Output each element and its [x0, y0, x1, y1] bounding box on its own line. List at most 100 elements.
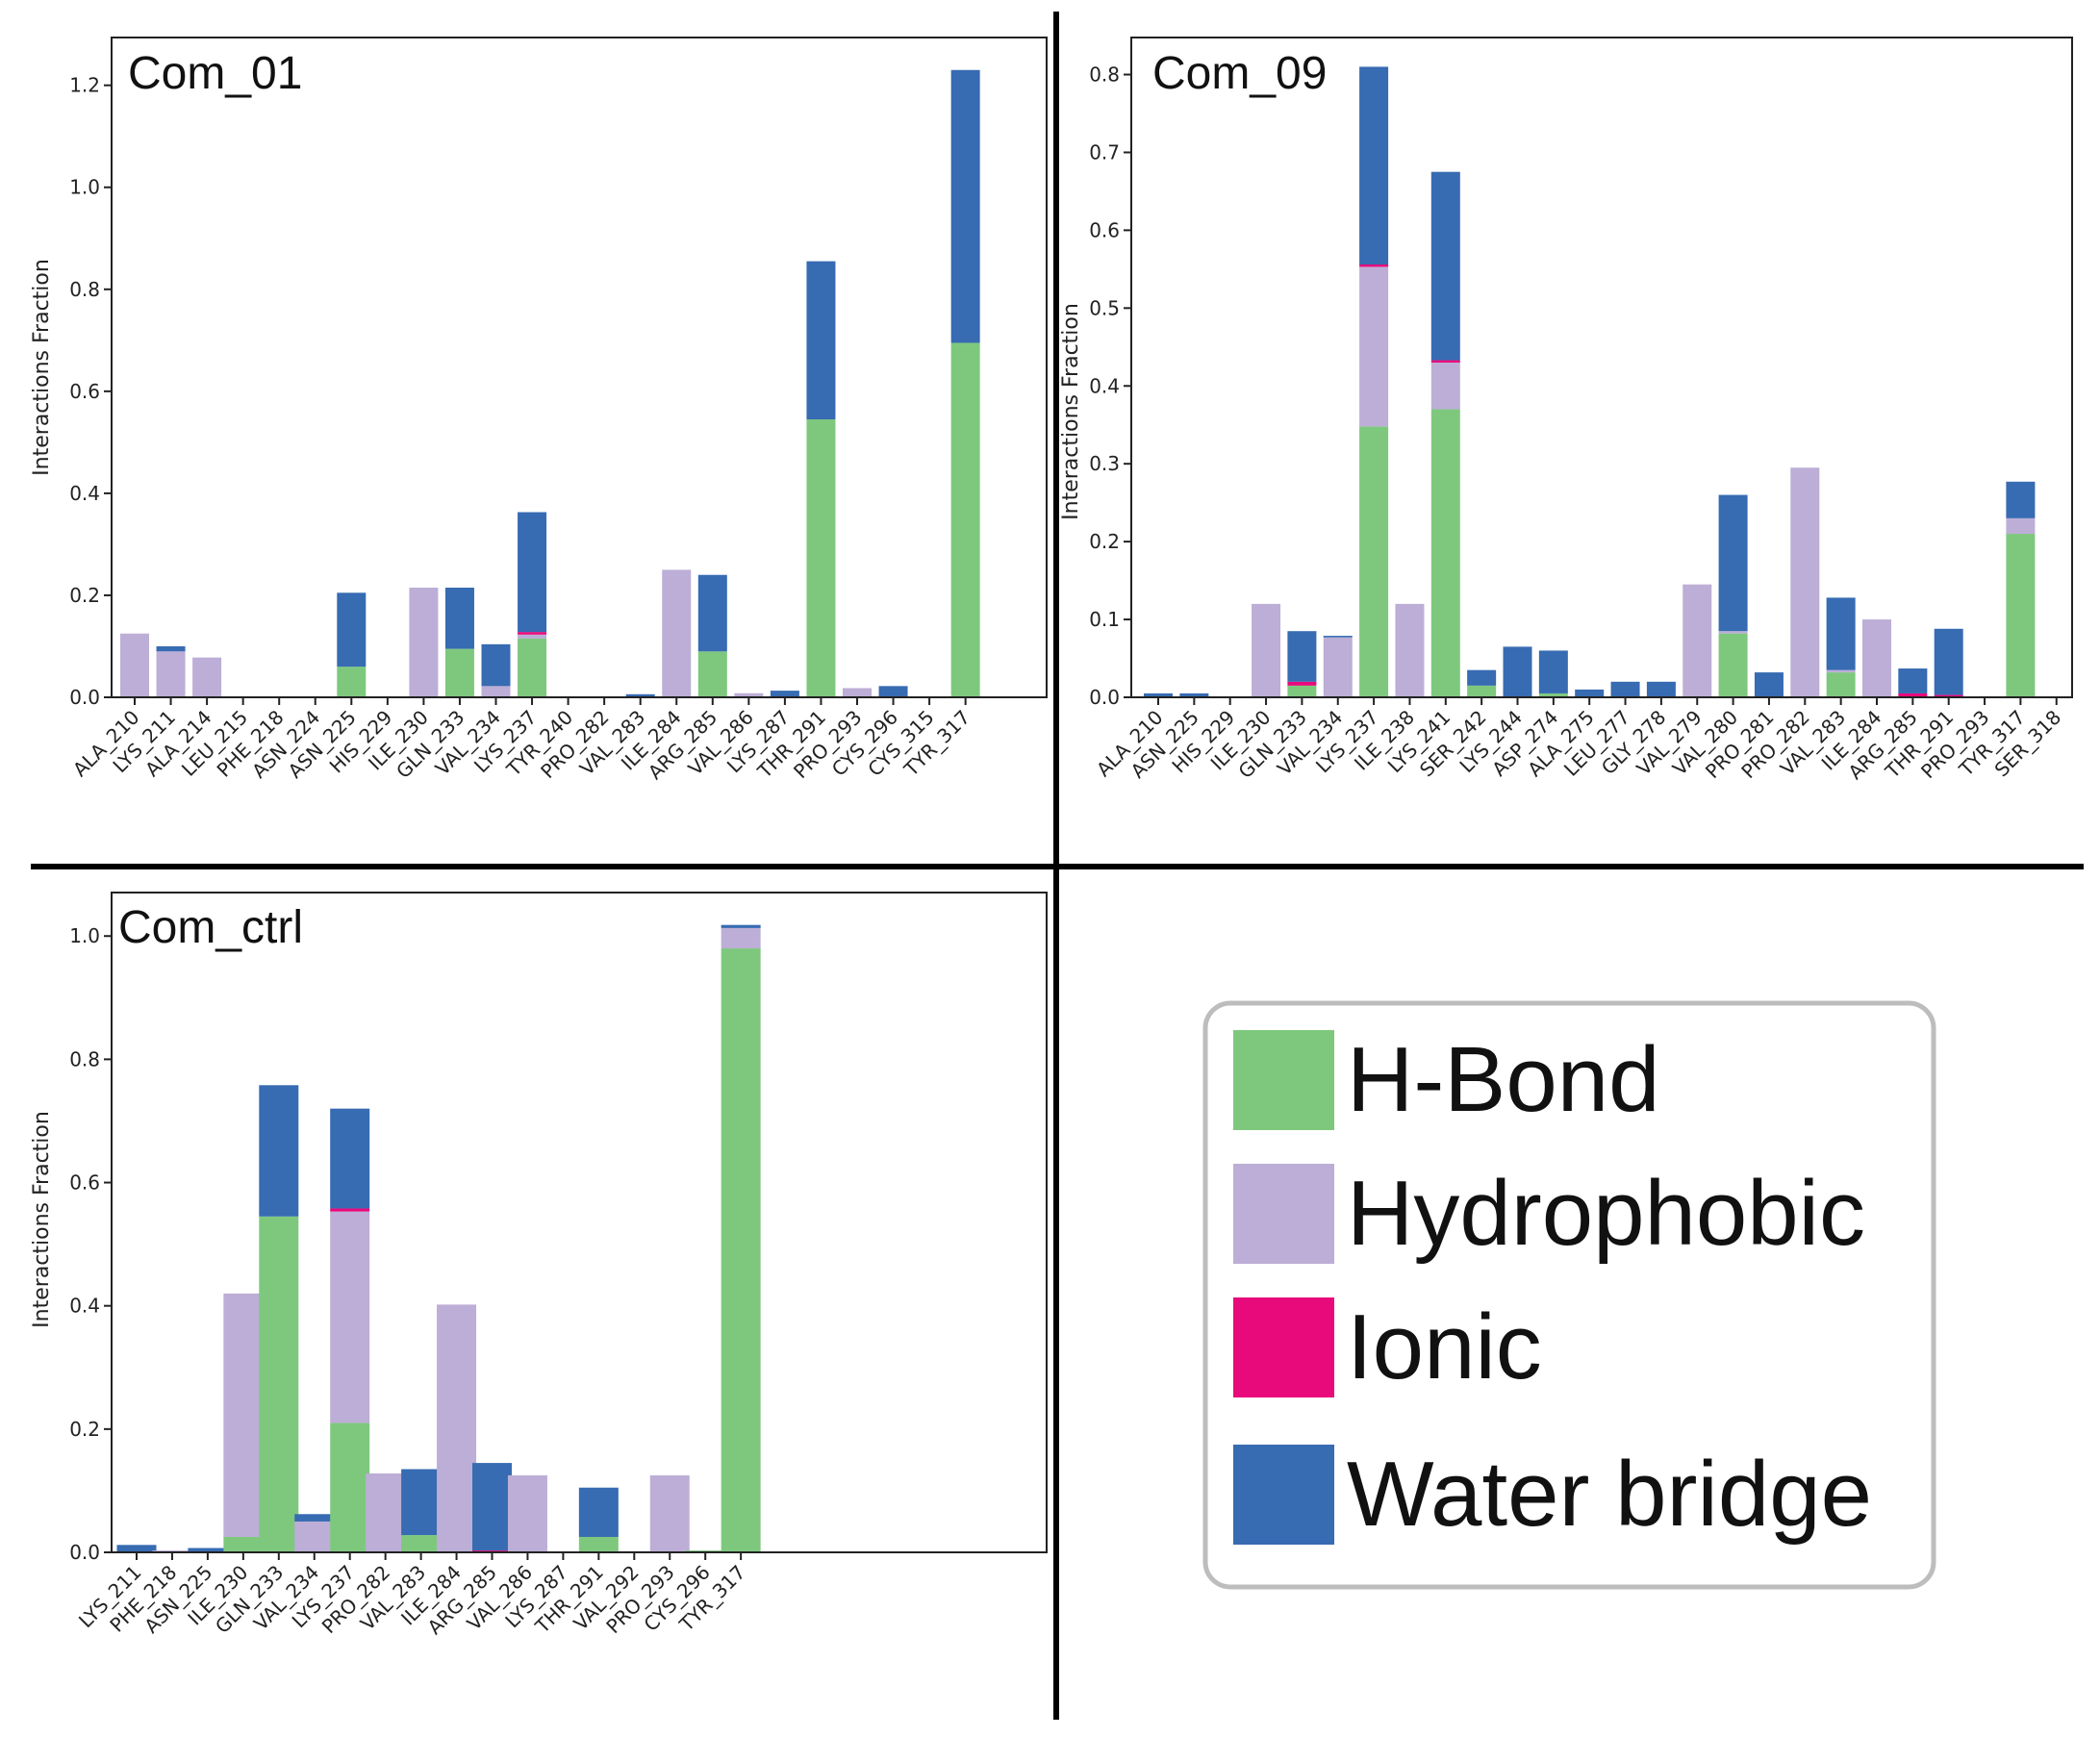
y-tick-label: 0.6 [69, 1171, 100, 1195]
bar-hbond-lys-237 [330, 1422, 370, 1552]
legend-label-hbond: H-Bond [1347, 1028, 1660, 1131]
bar-hydrophobic-ile-238 [1395, 603, 1425, 697]
bar-water-bridge-ala-210 [1144, 692, 1173, 697]
bar-water-bridge-gln-233 [1287, 631, 1317, 682]
legend-label-hydrophobic: Hydrophobic [1347, 1162, 1865, 1265]
bar-ionic-arg-285 [1898, 692, 1928, 697]
bar-hydrophobic-lys-237 [330, 1211, 370, 1423]
bar-water-bridge-val-283 [625, 693, 655, 697]
bar-hydrophobic-val-280 [1718, 631, 1748, 634]
bar-hydrophobic-tyr-317 [2006, 517, 2036, 535]
bar-ionic-thr-291 [1934, 694, 1963, 697]
bar-hydrophobic-lys-241 [1430, 362, 1460, 410]
bar-hydrophobic-val-279 [1683, 584, 1712, 697]
bar-water-bridge-lys-241 [1430, 171, 1460, 361]
bar-water-bridge-lys-237 [1359, 66, 1389, 265]
bar-hydrophobic-ala-210 [120, 633, 149, 697]
bar-hydrophobic-lys-237 [518, 634, 547, 640]
chart-title: Com_09 [1152, 48, 1327, 99]
y-tick-label: 0.5 [1089, 296, 1120, 319]
bar-water-bridge-val-234 [1323, 636, 1353, 638]
y-axis-label: Interactions Fraction [1059, 303, 1083, 520]
legend-swatch-hbond [1233, 1030, 1334, 1130]
bar-water-bridge-thr-291 [578, 1487, 619, 1537]
y-tick-label: 0.0 [1089, 686, 1120, 709]
bar-water-bridge-cys-296 [878, 686, 908, 697]
bar-hbond-asp-274 [1538, 692, 1568, 697]
bar-hbond-gln-233 [444, 648, 474, 697]
plot-frame [111, 37, 1048, 698]
bar-hydrophobic-ala-214 [192, 657, 222, 697]
bar-water-bridge-val-234 [294, 1514, 335, 1522]
bar-ionic-lys-237 [330, 1208, 370, 1212]
y-tick-label: 0.8 [1089, 63, 1120, 87]
bar-hydrophobic-pro-293 [649, 1474, 690, 1552]
bar-ionic-lys-241 [1430, 360, 1460, 363]
y-tick-label: 1.2 [69, 74, 100, 97]
bar-water-bridge-tyr-317 [2006, 481, 2036, 518]
y-tick-label: 0.0 [69, 1541, 100, 1564]
y-tick-label: 0.2 [1089, 530, 1120, 553]
bar-water-bridge-tyr-317 [950, 69, 980, 343]
bar-hbond-arg-285 [697, 651, 727, 697]
bar-ionic-gln-233 [1287, 681, 1317, 686]
chart-title: Com_01 [128, 48, 302, 99]
bar-hbond-lys-237 [1359, 426, 1389, 697]
bar-water-bridge-arg-285 [472, 1463, 512, 1551]
y-tick-label: 0.6 [69, 380, 100, 403]
bar-hydrophobic-pro-282 [1790, 467, 1820, 697]
bar-water-bridge-val-234 [481, 643, 511, 687]
legend-label-water-bridge: Water bridge [1347, 1443, 1872, 1546]
bar-hydrophobic-pro-293 [843, 688, 872, 697]
y-axis-label: Interactions Fraction [30, 1111, 54, 1328]
bar-hbond-val-280 [1718, 633, 1748, 697]
bar-hydrophobic-ile-284 [662, 569, 692, 697]
bar-water-bridge-asn-225 [188, 1548, 228, 1552]
legend-item-hydrophobic: Hydrophobic [1233, 1162, 1865, 1265]
bar-hbond-lys-241 [1430, 409, 1460, 697]
bar-water-bridge-pro-281 [1754, 672, 1784, 697]
y-tick-label: 0.8 [69, 1047, 100, 1070]
bar-water-bridge-tyr-317 [721, 924, 761, 928]
y-tick-label: 0.2 [69, 584, 100, 607]
bar-hydrophobic-tyr-317 [721, 927, 761, 949]
legend-item-hbond: H-Bond [1233, 1028, 1660, 1131]
bar-hydrophobic-lys-211 [156, 651, 186, 697]
plot-frame [111, 892, 1048, 1553]
bar-hbond-ser-242 [1467, 685, 1497, 697]
y-tick-label: 1.0 [69, 924, 100, 947]
bar-water-bridge-val-283 [401, 1469, 442, 1536]
bar-hydrophobic-ile-230 [409, 587, 439, 697]
bar-hydrophobic-lys-237 [1359, 266, 1389, 427]
bar-hydrophobic-ile-230 [1252, 603, 1281, 697]
bar-water-bridge-ala-275 [1575, 689, 1605, 697]
bar-water-bridge-arg-285 [697, 574, 727, 652]
y-tick-label: 0.3 [1089, 452, 1120, 475]
y-axis-label: Interactions Fraction [30, 259, 54, 476]
chart-com-ctrl: 0.00.20.40.60.81.0LYS_211PHE_218ASN_225I… [30, 892, 1048, 1639]
bar-hbond-thr-291 [806, 419, 836, 697]
bar-hydrophobic-pro-282 [366, 1473, 406, 1552]
bar-hbond-val-283 [1826, 672, 1856, 697]
legend-swatch-hydrophobic [1233, 1164, 1334, 1264]
bar-water-bridge-lys-237 [518, 512, 547, 633]
bar-hbond-tyr-317 [721, 948, 761, 1552]
bar-hydrophobic-val-283 [1826, 669, 1856, 673]
legend-box [1202, 1000, 1936, 1590]
bar-water-bridge-lys-211 [116, 1545, 157, 1552]
bar-ionic-lys-237 [518, 632, 547, 635]
bar-water-bridge-asp-274 [1538, 650, 1568, 693]
bar-hydrophobic-val-234 [1323, 637, 1353, 697]
bar-water-bridge-arg-285 [1898, 668, 1928, 693]
bar-hydrophobic-val-286 [507, 1474, 547, 1552]
bar-water-bridge-lys-244 [1503, 646, 1532, 697]
bar-hbond-tyr-317 [2006, 534, 2036, 697]
legend-label-ionic: Ionic [1347, 1296, 1542, 1398]
bar-water-bridge-asn-225 [1179, 692, 1209, 697]
legend-swatch-ionic [1233, 1297, 1334, 1397]
bar-hbond-lys-237 [518, 639, 547, 697]
bar-hbond-gln-233 [1287, 685, 1317, 697]
y-tick-label: 0.2 [69, 1418, 100, 1441]
bar-hydrophobic-val-234 [294, 1521, 335, 1552]
